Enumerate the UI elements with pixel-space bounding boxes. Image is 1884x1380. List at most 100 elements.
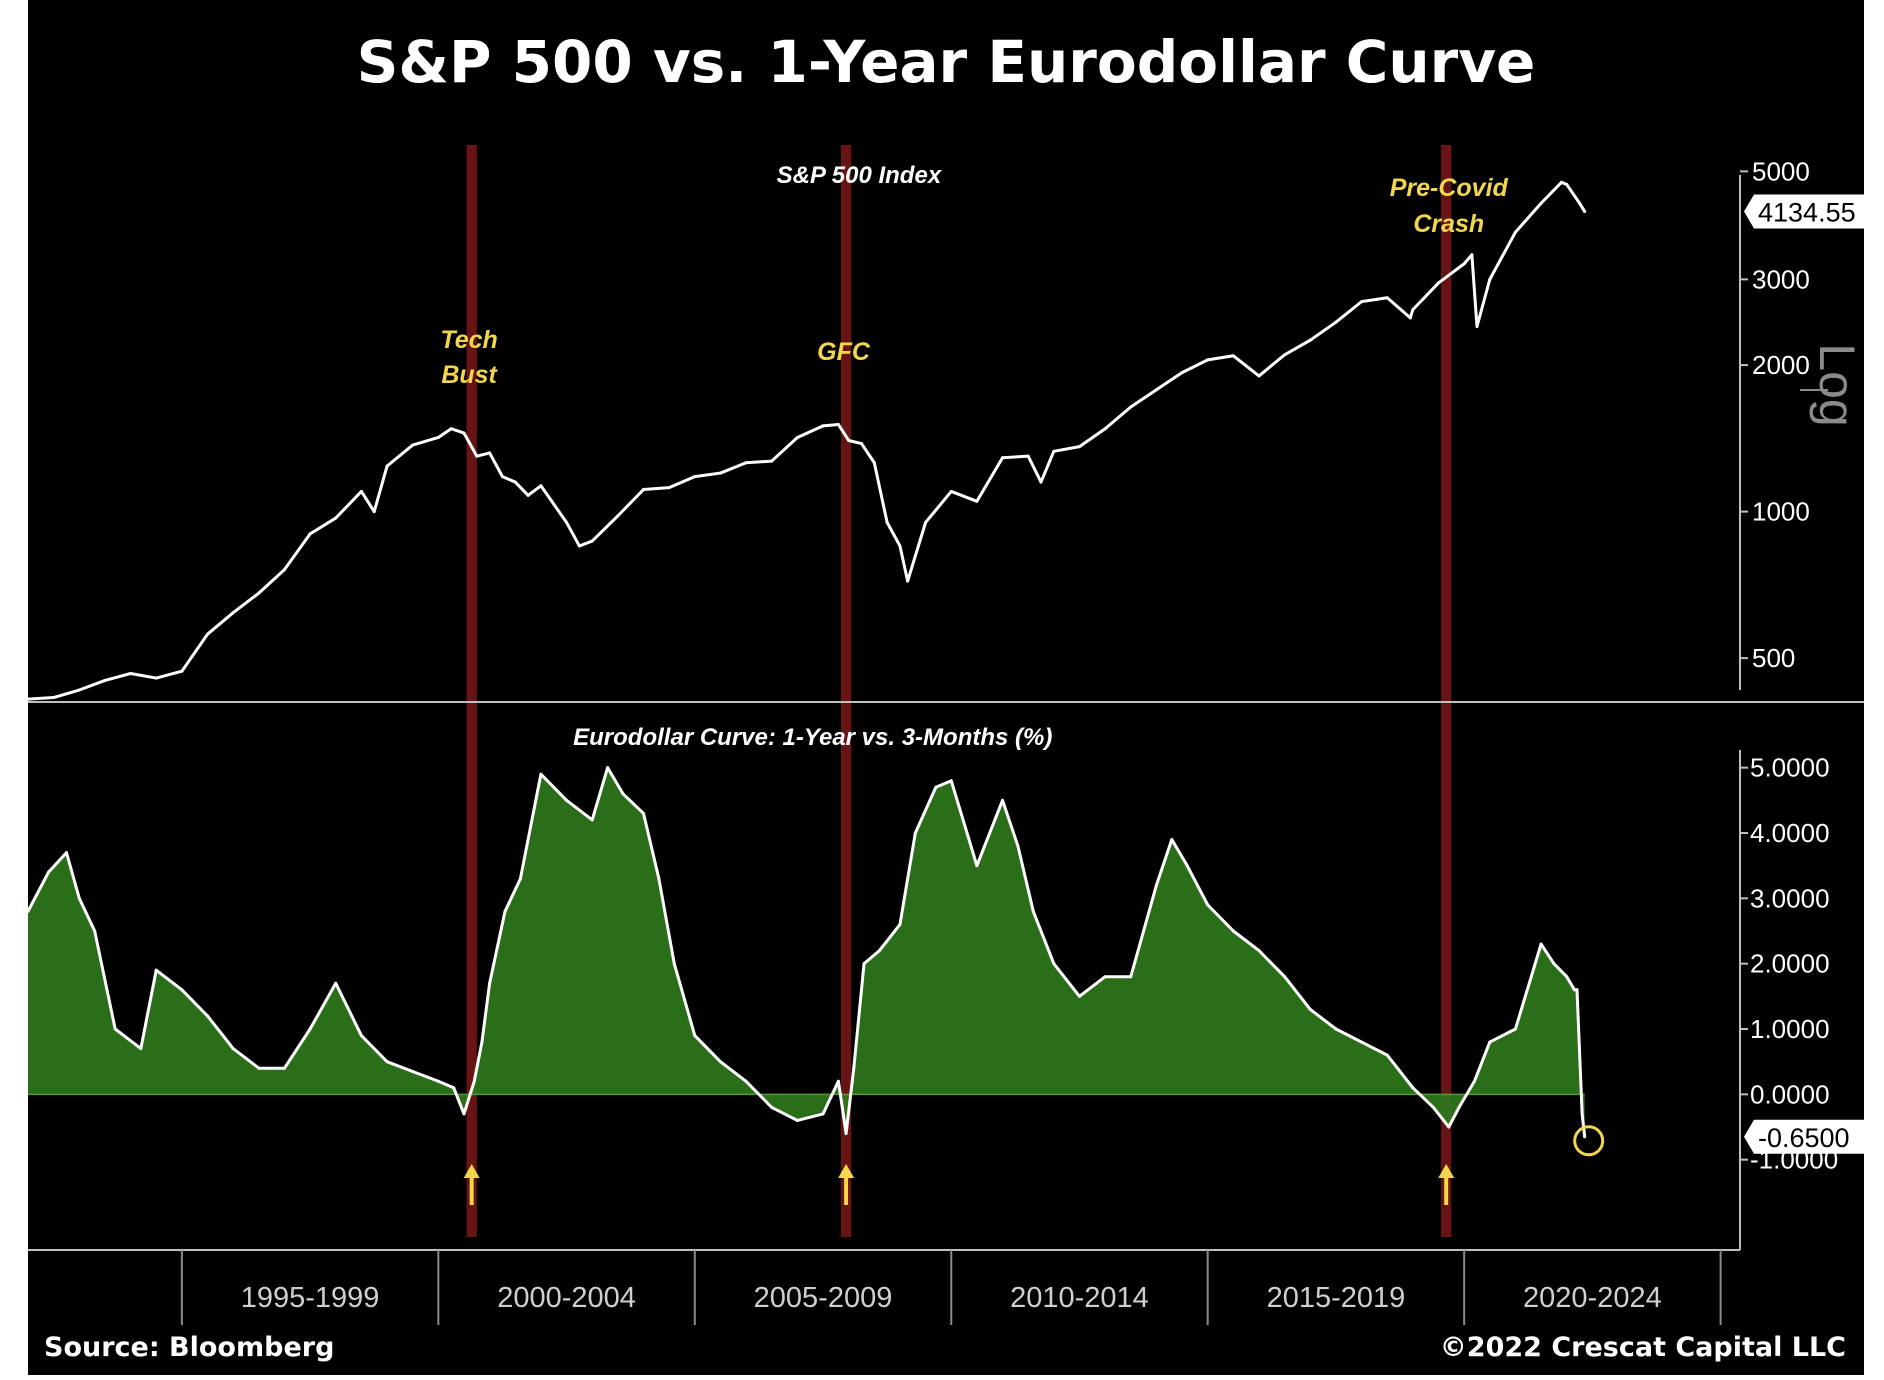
sp500-point	[513, 480, 517, 484]
sp500-point	[1154, 388, 1158, 392]
eurodollar-point	[672, 962, 676, 966]
eurodollar-point	[1513, 1027, 1517, 1031]
eurodollar-point	[949, 779, 953, 783]
eurodollar-point	[718, 1060, 722, 1064]
eurodollar-point	[480, 1040, 484, 1044]
eurodollar-point	[744, 1079, 748, 1083]
arrow-head	[463, 1164, 480, 1178]
annotation-3: Pre-Covid Crash	[1390, 174, 1509, 238]
annotation-label: Pre-Covid Crash	[1390, 174, 1509, 238]
sp500-point	[693, 475, 697, 479]
eurodollar-point	[503, 909, 507, 913]
eurodollar-point	[1154, 883, 1158, 887]
eurodollar-point	[852, 1066, 856, 1070]
eurodollar-point	[862, 962, 866, 966]
sp500-point	[667, 486, 671, 490]
eurodollar-point	[436, 1079, 440, 1083]
eurodollar-point	[1170, 838, 1174, 842]
eurodollar-point	[462, 1112, 466, 1116]
x-tick-label: 2015-2019	[1267, 1282, 1406, 1314]
eurodollar-point	[1457, 1105, 1461, 1109]
sp500-point	[577, 544, 581, 548]
sp500-point	[475, 454, 479, 458]
eurodollar-point	[657, 877, 661, 881]
eurodollar-line	[28, 766, 1587, 1137]
recession-arrow-1	[463, 1164, 480, 1205]
eurodollar-point	[1016, 844, 1020, 848]
sp500-point	[77, 688, 81, 692]
sp500-point	[372, 510, 376, 514]
sp500-point	[1231, 354, 1235, 358]
sp500-point	[1206, 358, 1210, 362]
eurodollar-point	[641, 811, 645, 815]
eurodollar-series-title: Eurodollar Curve: 1-Year vs. 3-Months (%…	[573, 724, 1052, 751]
eurodollar-point	[844, 1132, 848, 1136]
sp500-point	[1462, 262, 1466, 266]
eurodollar-point	[206, 1014, 210, 1018]
eurodollar-point	[411, 1069, 415, 1073]
sp500-point	[1026, 454, 1030, 458]
sp500-point	[129, 671, 133, 675]
sp500-point	[847, 438, 851, 442]
sp500-y-tick-label: 500	[1752, 643, 1795, 673]
sp500-point	[334, 516, 338, 520]
sp500-point	[488, 451, 492, 455]
sp500-point	[282, 568, 286, 572]
annotation-label: GFC	[817, 338, 871, 366]
sp500-point	[1475, 325, 1479, 329]
eurodollar-point	[1583, 1135, 1587, 1139]
eurodollar-y-tick-label: 0.0000	[1750, 1079, 1830, 1109]
sp500-point	[52, 696, 56, 700]
sp500-point	[1334, 320, 1338, 324]
sp500-point	[1039, 480, 1043, 484]
sp500-point	[898, 544, 902, 548]
eurodollar-point	[472, 1079, 476, 1083]
eurodollar-point	[1052, 962, 1056, 966]
eurodollar-point	[1580, 1112, 1584, 1116]
eurodollar-y-tick-label: 4.0000	[1750, 818, 1830, 848]
eurodollar-point	[539, 772, 543, 776]
eurodollar-point	[1472, 1079, 1476, 1083]
eurodollar-point	[154, 968, 158, 972]
eurodollar-point	[518, 877, 522, 881]
sp500-point	[616, 514, 620, 518]
sp500-point	[906, 579, 910, 583]
sp500-point	[1308, 338, 1312, 342]
eurodollar-last-value-label: -0.6500	[1758, 1123, 1850, 1153]
eurodollar-point	[359, 1034, 363, 1038]
sp500-y-tick-label: 1000	[1752, 497, 1810, 527]
eurodollar-point	[1231, 929, 1235, 933]
sp500-point	[436, 435, 440, 439]
eurodollar-point	[1129, 975, 1133, 979]
sp500-point	[539, 484, 543, 488]
eurodollar-point	[1206, 903, 1210, 907]
sp500-point	[1513, 230, 1517, 234]
sp500-point	[308, 532, 312, 536]
sp500-point	[836, 422, 840, 426]
sp500-point	[1560, 180, 1564, 184]
sp500-point	[411, 443, 415, 447]
recession-arrow-3	[1438, 1164, 1455, 1205]
eurodollar-point	[47, 870, 51, 874]
log-scale-label: Log	[1809, 343, 1864, 426]
source-note: Source: Bloomberg	[44, 1332, 335, 1363]
sp500-point	[526, 493, 530, 497]
eurodollar-point	[770, 1105, 774, 1109]
annotation-2: GFC	[817, 338, 871, 366]
recession-band-2	[840, 145, 852, 1237]
eurodollar-point	[1308, 1007, 1312, 1011]
sp500-point	[859, 442, 863, 446]
eurodollar-point	[452, 1086, 456, 1090]
sp500-point	[924, 520, 928, 524]
eurodollar-point	[1431, 1105, 1435, 1109]
eurodollar-point	[565, 798, 569, 802]
eurodollar-point	[1103, 975, 1107, 979]
eurodollar-point	[1385, 1053, 1389, 1057]
copyright-note: ©2022 Crescat Capital LLC	[1439, 1332, 1846, 1363]
eurodollar-point	[1360, 1040, 1364, 1044]
sp500-point	[641, 488, 645, 492]
sp500-point	[1360, 300, 1364, 304]
eurodollar-y-tick-label: 3.0000	[1750, 883, 1830, 913]
eurodollar-point	[621, 792, 625, 796]
eurodollar-y-tick-label: 2.0000	[1750, 949, 1830, 979]
